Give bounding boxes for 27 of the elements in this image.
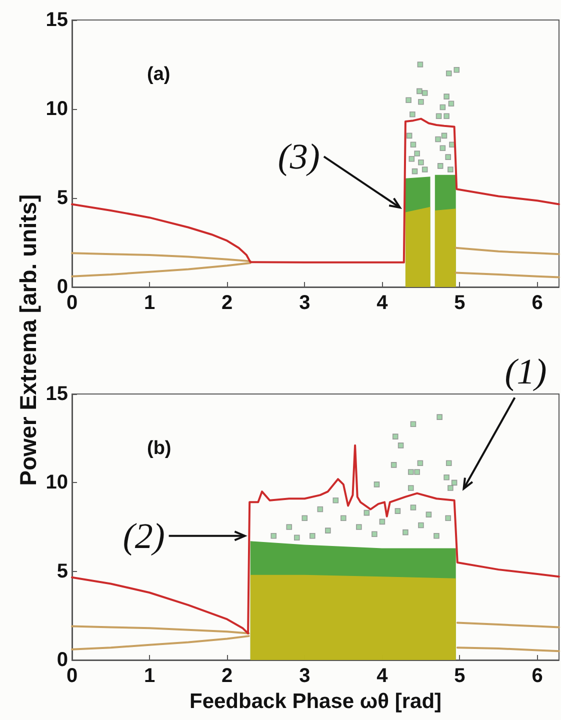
x-tick-label: 6: [532, 292, 543, 314]
y-tick-label: 10: [46, 472, 68, 494]
annotation: (1): [504, 352, 547, 392]
y-tick-label: 5: [56, 560, 68, 582]
annotation: (2): [122, 516, 165, 556]
x-tick-label: 1: [144, 292, 156, 314]
y-tick-label: 0: [56, 276, 68, 298]
x-tick-label: 6: [532, 665, 543, 687]
y-tick-label: 15: [46, 9, 68, 31]
y-tick-label: 0: [56, 649, 68, 671]
y-tick-label: 10: [46, 98, 68, 120]
x-tick-label: 4: [376, 292, 389, 314]
x-tick-label: 4: [376, 665, 389, 687]
x-tick-label: 5: [454, 665, 466, 687]
y-tick-label: 15: [46, 383, 68, 405]
x-axis-title: Feedback Phase ωθ [rad]: [189, 690, 442, 713]
x-tick-label: 5: [454, 292, 466, 314]
x-tick-label: 2: [222, 665, 233, 687]
annotation: (a): [147, 64, 170, 85]
x-tick-label: 2: [222, 292, 233, 314]
x-tick-label: 3: [299, 665, 310, 687]
annotation: (3): [278, 136, 320, 177]
annotation: (b): [147, 438, 172, 459]
x-tick-label: 1: [144, 665, 156, 687]
x-tick-label: 3: [299, 292, 310, 314]
y-tick-label: 5: [56, 187, 68, 209]
y-axis-title: Power Extrema [arb. units]: [15, 194, 41, 486]
